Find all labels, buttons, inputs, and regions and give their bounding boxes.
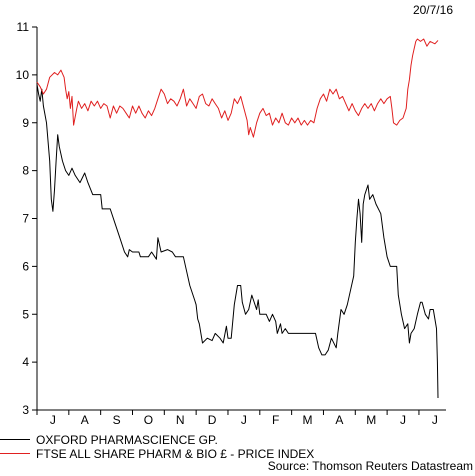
x-tick-label: J <box>400 413 406 425</box>
legend-item-series-2: FTSE ALL SHARE PHARM & BIO £ - PRICE IND… <box>0 446 314 461</box>
series-layer <box>36 38 439 399</box>
y-tick-label: 6 <box>22 259 29 273</box>
y-tick-label: 7 <box>22 212 29 226</box>
legend-swatch <box>0 439 30 441</box>
y-tick-label: 4 <box>22 355 29 369</box>
plot-frame <box>36 27 446 411</box>
series-line-1 <box>36 84 439 399</box>
x-tick-label: A <box>335 413 343 425</box>
x-tick-label: M <box>303 413 313 425</box>
date-label: 20/7/16 <box>412 3 453 17</box>
y-tick-label: 10 <box>16 68 30 82</box>
x-tick-label: J <box>50 413 56 425</box>
x-tick-label: J <box>241 413 247 425</box>
x-tick-label: O <box>144 413 153 425</box>
y-tick-label: 11 <box>17 20 30 34</box>
axis-ticks: 3 4 5 6 7 8 9 10 11 J A S O N D J F M A M J J <box>16 20 438 425</box>
x-tick-label: A <box>81 413 89 425</box>
y-tick-label: 3 <box>22 403 29 417</box>
y-tick-label: 8 <box>22 164 29 178</box>
x-tick-label: D <box>208 413 217 425</box>
x-tick-label: N <box>176 413 185 425</box>
legend-swatch <box>0 453 30 455</box>
y-tick-label: 5 <box>22 307 29 321</box>
legend-label: OXFORD PHARMASCIENCE GP. <box>36 432 218 447</box>
y-tick-label: 9 <box>22 116 29 130</box>
series-line-2 <box>36 38 439 138</box>
line-chart: 3 4 5 6 7 8 9 10 11 J A S O N D J F M A M J J <box>16 20 446 425</box>
legend-label: FTSE ALL SHARE PHARM & BIO £ - PRICE IND… <box>36 446 315 461</box>
source-note: Source: Thomson Reuters Datastream <box>267 459 473 473</box>
x-tick-label: M <box>366 413 376 425</box>
legend-item-series-1: OXFORD PHARMASCIENCE GP. <box>0 432 218 447</box>
x-tick-label: S <box>113 413 121 425</box>
x-tick-label: J <box>432 413 438 425</box>
x-tick-label: F <box>272 413 279 425</box>
